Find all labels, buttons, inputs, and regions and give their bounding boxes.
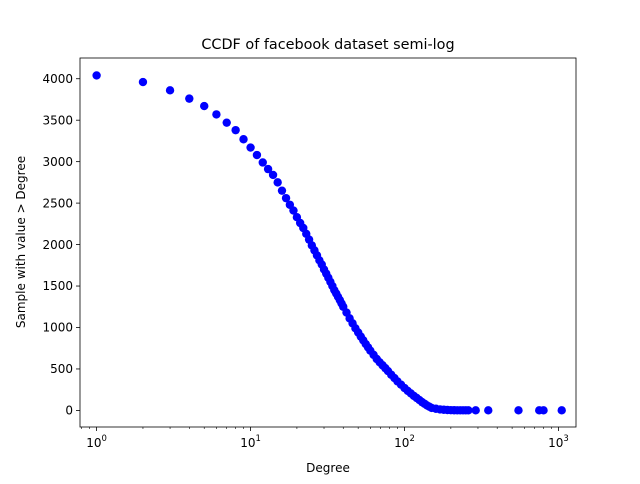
data-points	[92, 71, 566, 415]
x-axis: 100 101 102 103	[81, 427, 569, 450]
data-point	[246, 143, 255, 152]
data-point	[92, 71, 101, 80]
x-axis-label: Degree	[306, 461, 350, 475]
x-tick-label: 102	[394, 434, 415, 450]
y-tick-label: 1500	[42, 279, 73, 293]
data-point	[277, 186, 287, 195]
y-tick-label: 0	[65, 404, 73, 418]
data-point	[263, 164, 273, 174]
data-point	[289, 206, 298, 215]
x-tick-label: 103	[548, 434, 569, 450]
data-point	[281, 193, 291, 203]
data-point	[222, 118, 231, 127]
data-point	[165, 86, 175, 95]
y-axis: 0 500 1000 1500 2000 2500 3000 3500 4000	[42, 72, 80, 418]
x-tick-label: 100	[86, 434, 107, 450]
data-point	[484, 406, 493, 415]
data-point	[514, 406, 523, 415]
plot-frame	[79, 57, 577, 428]
data-point	[212, 110, 221, 119]
y-tick-label: 1000	[42, 321, 73, 335]
data-point	[258, 158, 267, 167]
data-point	[239, 135, 248, 144]
data-point	[273, 178, 282, 187]
data-point	[252, 150, 262, 160]
y-tick-label: 2000	[42, 238, 73, 252]
y-tick-label: 3500	[42, 113, 73, 127]
y-tick-label: 4000	[42, 72, 73, 86]
y-axis-label: Sample with value > Degree	[14, 156, 28, 328]
y-tick-label: 2500	[42, 196, 73, 210]
x-tick-label: 101	[240, 434, 261, 450]
data-point	[471, 406, 480, 415]
data-point	[200, 101, 209, 111]
chart-title: CCDF of facebook dataset semi-log	[201, 37, 454, 53]
data-point	[557, 406, 566, 415]
data-point	[138, 77, 148, 87]
y-tick-label: 500	[50, 362, 73, 376]
data-point	[268, 170, 278, 180]
data-point	[539, 406, 548, 415]
data-point	[231, 125, 240, 135]
data-point	[185, 94, 194, 103]
data-point	[464, 406, 473, 415]
y-tick-label: 3000	[42, 155, 73, 169]
